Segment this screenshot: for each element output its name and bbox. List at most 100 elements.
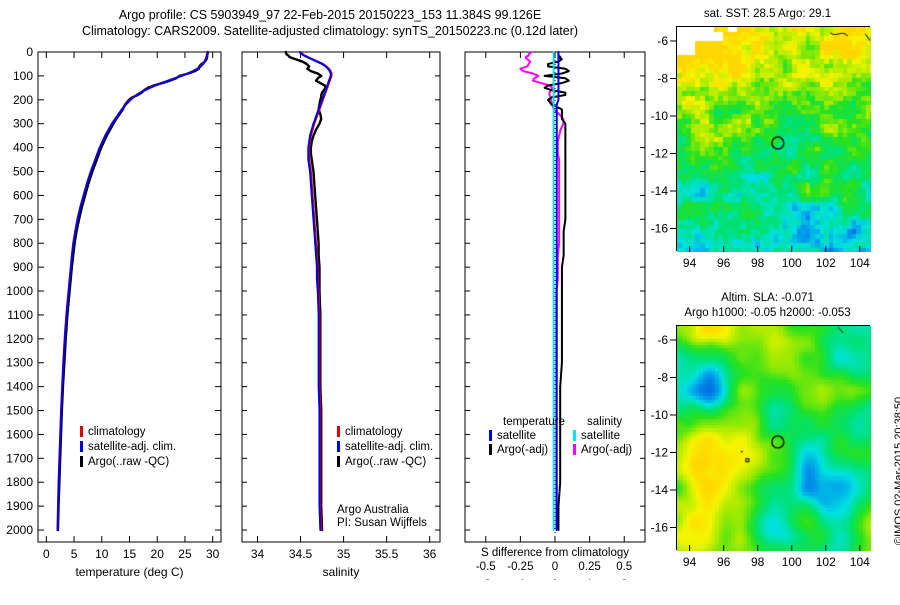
top-axis-label: S difference from climatology [481, 547, 629, 559]
s-difference-tick-label: -0.25 [507, 561, 533, 573]
legend-swatch [337, 426, 340, 437]
latitude-tick-label: -14 [651, 483, 669, 497]
depth-tick-label: 1900 [6, 499, 33, 513]
imos-credit: ©IMOS 02-Mar-2015 20:38:50 [893, 396, 900, 545]
longitude-tick-label: 100 [782, 256, 802, 270]
legend-swatch [80, 441, 83, 452]
sla-map-yaxis: -6 -8 -10 -12 -14 -16 [651, 333, 676, 535]
latitude-tick-label: -16 [651, 222, 669, 236]
temperature-tick-label: 20 [151, 547, 165, 561]
depth-tick-label: 800 [13, 236, 33, 250]
depth-tick-label: 700 [13, 212, 33, 226]
figure-title-line2: Climatology: CARS2009. Satellite-adjuste… [81, 24, 579, 38]
salinity-tick-label: 36 [423, 547, 437, 561]
legend-swatch [573, 430, 576, 441]
longitude-tick-label: 104 [850, 256, 870, 270]
latitude-tick-label: -6 [657, 34, 668, 48]
depth-tick-label: 300 [13, 117, 33, 131]
sla-map-title-line2: Argo h1000: -0.05 h2000: -0.053 [684, 307, 851, 319]
latitude-tick-label: -14 [651, 184, 669, 198]
legend-swatch [80, 426, 83, 437]
sst-map[interactable] [676, 26, 871, 252]
sla-map-axes: 94 96 98 100 102 104 [683, 545, 870, 569]
legend-label: satellite [581, 430, 620, 442]
depth-tick-label: 1100 [7, 308, 33, 322]
longitude-tick-label: 94 [683, 555, 697, 569]
temperature-tick-label: 15 [123, 547, 137, 561]
longitude-tick-label: 102 [816, 256, 836, 270]
legend-swatch [337, 441, 340, 452]
x-axis-label: temperature (deg C) [75, 565, 183, 579]
panel-temperature: 0 100 200 300 400 500 600 700 800 900 1000 1100 1200… [0, 40, 235, 580]
longitude-tick-label: 98 [751, 555, 765, 569]
longitude-tick-label: 104 [850, 555, 870, 569]
difference-plot: S difference from climatology -0.5 -0.25 0 0… [464, 51, 646, 580]
legend-label: satellite [497, 430, 536, 442]
legend-label: Argo(-adj) [497, 444, 548, 456]
depth-tick-label: 400 [13, 141, 33, 155]
sst-map-field [677, 27, 871, 252]
depth-tick-label: 1200 [6, 332, 33, 346]
legend-label: satellite-adj. clim. [88, 441, 176, 453]
depth-tick-label: 1700 [6, 451, 33, 465]
legend-label: Argo(..raw -QC) [88, 456, 169, 468]
latitude-tick-label: -10 [651, 408, 669, 422]
s-difference-tick-label: 0.5 [616, 561, 632, 573]
latitude-tick-label: -10 [651, 109, 669, 123]
sst-map-axes: 94 96 98 100 102 104 [683, 246, 870, 270]
longitude-tick-label: 98 [751, 256, 765, 270]
depth-tick-label: 200 [13, 93, 33, 107]
panel-salinity: 34 34.5 35 35.5 36 salinity climatology satelli… [232, 40, 460, 580]
latitude-tick-label: -16 [651, 521, 669, 535]
sst-map-yaxis: -6 -8 -10 -12 -14 -16 [651, 34, 676, 236]
satellite-salinity-curve [298, 51, 332, 532]
depth-tick-label: 2000 [6, 523, 33, 537]
longitude-tick-label: 96 [717, 555, 731, 569]
legend-label: satellite-adj. clim. [345, 441, 433, 453]
legend-label: Argo(-adj) [581, 444, 632, 456]
s-difference-tick-label: 0.25 [578, 561, 600, 573]
s-difference-tick-label: -0.5 [476, 561, 496, 573]
sst-map-title: sat. SST: 28.5 Argo: 29.1 [703, 8, 832, 20]
legend-label: climatology [345, 426, 403, 438]
sla-map[interactable] [676, 325, 871, 551]
latitude-tick-label: -8 [657, 72, 668, 86]
legend-swatch [489, 444, 492, 455]
salinity-tick-label: 35.5 [375, 547, 399, 561]
legend-swatch [489, 430, 492, 441]
legend-label: climatology [88, 426, 146, 438]
satellite-temperature-curve [56, 51, 209, 532]
panel-difference: S difference from climatology -0.5 -0.25 0 0… [457, 40, 660, 580]
longitude-tick-label: 96 [717, 256, 731, 270]
sla-map-title-line1: Altim. SLA: -0.071 [721, 292, 814, 304]
legend-group-header: temperature [503, 416, 565, 428]
legend-swatch [80, 456, 83, 467]
argo-program-label: Argo Australia [337, 504, 409, 516]
figure-canvas: Argo profile: CS 5903949_97 22-Feb-2015 … [0, 8, 900, 580]
latitude-tick-label: -12 [651, 147, 669, 161]
depth-tick-label: 1500 [6, 404, 33, 418]
legend-group-header: salinity [587, 416, 622, 428]
latitude-tick-label: -12 [651, 446, 669, 460]
plot-frame [37, 51, 222, 543]
sla-map-field [677, 326, 871, 551]
longitude-tick-label: 94 [683, 256, 697, 270]
latitude-tick-label: -8 [657, 371, 668, 385]
depth-tick-label: 1000 [6, 284, 33, 298]
figure-title-line1: Argo profile: CS 5903949_97 22-Feb-2015 … [118, 8, 542, 22]
longitude-tick-label: 102 [816, 555, 836, 569]
temperature-tick-label: 30 [206, 547, 220, 561]
depth-tick-label: 100 [13, 69, 33, 83]
temperature-tick-label: 0 [43, 547, 50, 561]
depth-tick-label: 0 [26, 45, 33, 59]
plot-frame [241, 51, 441, 543]
salinity-tick-label: 34 [251, 547, 265, 561]
depth-tick-label: 1600 [6, 427, 33, 441]
salinity-tick-label: 34.5 [289, 547, 313, 561]
legend-label: Argo(..raw -QC) [345, 456, 426, 468]
legend-swatch [573, 444, 576, 455]
temperature-tick-label: 25 [178, 547, 192, 561]
salinity-tick-label: 35 [337, 547, 351, 561]
depth-tick-label: 1400 [6, 380, 33, 394]
temperature-tick-label: 5 [71, 547, 78, 561]
